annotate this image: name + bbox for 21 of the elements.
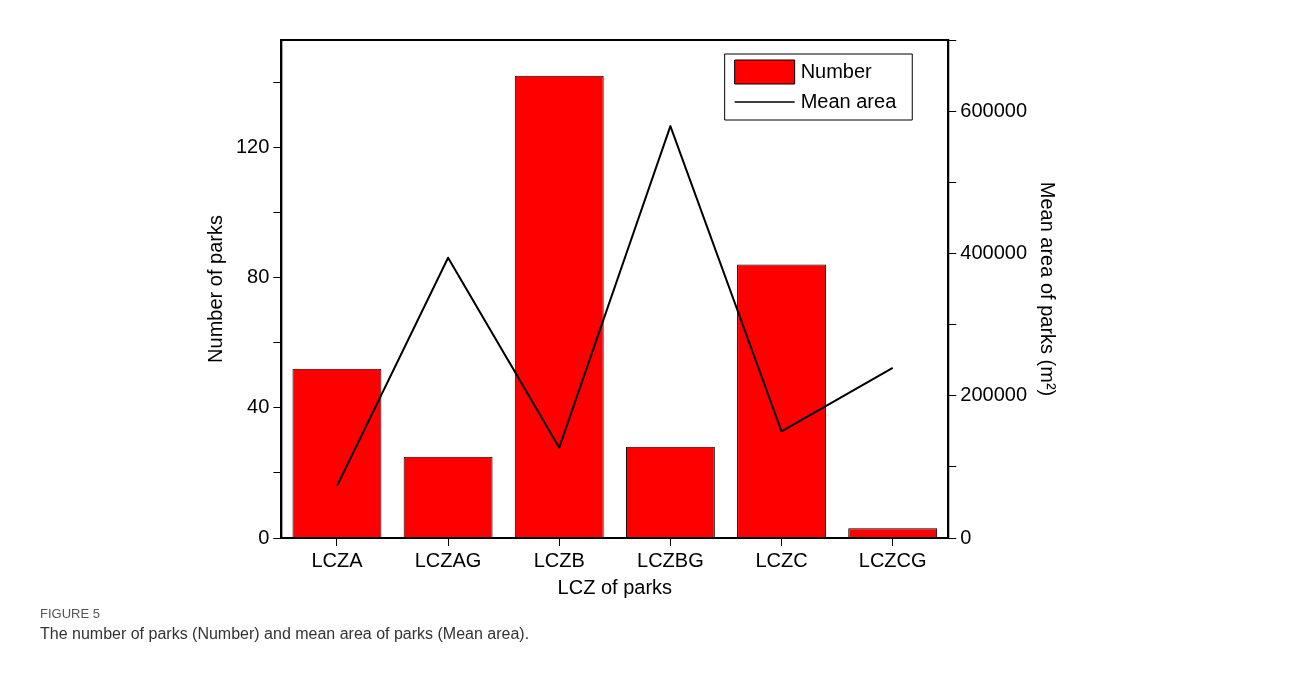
caption: FIGURE 5 xyxy=(40,606,101,621)
y2-tick-label: 400000 xyxy=(960,240,1028,263)
text: The number of parks (Number) and mean area of parks (Mean area). xyxy=(40,625,531,643)
y-tick-label: 40 xyxy=(247,395,270,418)
y2-tick-label: 200000 xyxy=(960,383,1028,406)
x-tick-label: LCZBG xyxy=(637,548,704,571)
x-tick-label: LCZC xyxy=(755,548,808,571)
x-tick-label: LCZCG xyxy=(858,548,927,571)
x-tick-label: LCZA xyxy=(311,548,364,571)
legend-label: Mean area xyxy=(800,89,898,112)
y-axis-title: Number of parks xyxy=(203,215,226,363)
y-tick-label: 80 xyxy=(247,265,270,288)
y-tick-label: 0 xyxy=(258,525,270,548)
legend-label: Number xyxy=(800,59,873,82)
x-tick-label: LCZB xyxy=(533,548,585,571)
y2-axis-title: Mean area of parks (m²) xyxy=(1037,181,1060,397)
x-tick-label: LCZAG xyxy=(414,548,482,571)
y2-tick-label: 600000 xyxy=(960,98,1028,121)
x-axis-title: LCZ of parks xyxy=(557,575,673,598)
y-tick-label: 120 xyxy=(235,134,270,157)
y2-tick-label: 0 xyxy=(960,525,972,548)
